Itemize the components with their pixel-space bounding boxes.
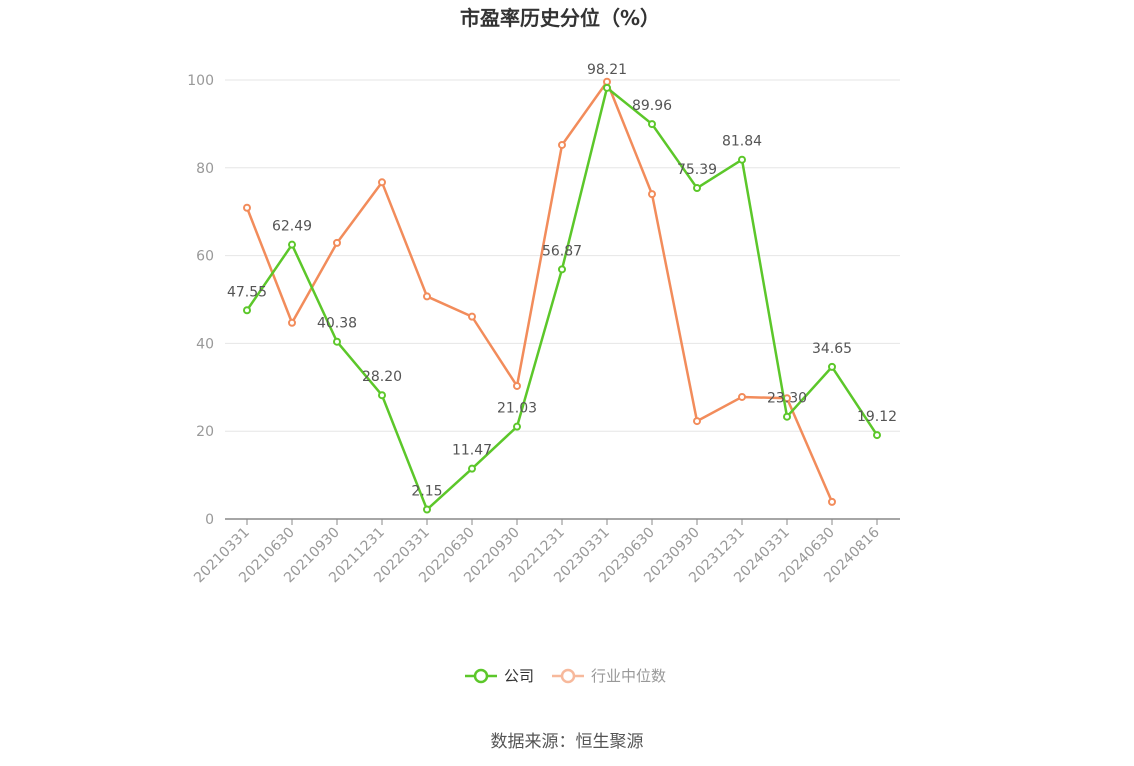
data-point[interactable] xyxy=(693,417,701,426)
data-source: 数据来源：恒生聚源 xyxy=(491,732,644,752)
data-label: 89.96 xyxy=(632,98,672,114)
data-point[interactable] xyxy=(288,318,296,327)
legend-label: 行业中位数 xyxy=(591,667,666,685)
chart-title: 市盈率历史分位（%） xyxy=(460,6,660,30)
data-point[interactable] xyxy=(423,505,431,514)
data-point[interactable] xyxy=(378,178,386,187)
data-label: 75.39 xyxy=(677,162,717,178)
series-layer xyxy=(243,77,881,514)
series-line-1 xyxy=(245,80,834,503)
data-point[interactable] xyxy=(738,392,746,401)
data-point[interactable] xyxy=(648,190,656,199)
data-label: 21.03 xyxy=(497,401,537,417)
data-label: 98.21 xyxy=(587,62,627,78)
data-point[interactable] xyxy=(513,381,521,390)
data-point[interactable] xyxy=(468,464,476,473)
legend-label: 公司 xyxy=(504,667,534,685)
data-point[interactable] xyxy=(378,391,386,400)
x-axis: 2021033120210630202109302021123120220331… xyxy=(191,518,900,586)
data-point[interactable] xyxy=(243,306,251,315)
data-label: 2.15 xyxy=(411,484,442,500)
legend-marker xyxy=(473,668,489,684)
data-label: 19.12 xyxy=(857,409,897,425)
data-point[interactable] xyxy=(288,240,296,249)
data-point[interactable] xyxy=(603,77,611,86)
data-label: 62.49 xyxy=(272,219,312,235)
y-tick-label: 20 xyxy=(196,424,214,440)
data-point[interactable] xyxy=(693,184,701,193)
data-point[interactable] xyxy=(648,120,656,129)
data-label: 11.47 xyxy=(452,443,492,459)
data-point[interactable] xyxy=(558,265,566,274)
data-label: 23.30 xyxy=(767,391,807,407)
data-point[interactable] xyxy=(333,337,341,346)
y-tick-label: 0 xyxy=(205,512,214,528)
data-label: 56.87 xyxy=(542,243,582,259)
data-point[interactable] xyxy=(828,362,836,371)
y-tick-label: 100 xyxy=(187,73,214,89)
data-point[interactable] xyxy=(513,422,521,431)
data-label: 47.55 xyxy=(227,284,267,300)
y-tick-label: 80 xyxy=(196,161,214,177)
data-point[interactable] xyxy=(468,312,476,321)
legend-marker xyxy=(560,668,576,684)
y-tick-label: 60 xyxy=(196,249,214,265)
data-point[interactable] xyxy=(873,431,881,440)
data-point[interactable] xyxy=(783,412,791,421)
data-point[interactable] xyxy=(558,140,566,149)
legend-item-1[interactable]: 行业中位数 xyxy=(552,667,666,685)
data-point[interactable] xyxy=(603,83,611,92)
data-labels: 47.55 62.49 40.38 28.20 2.15 11.47 21.03 56.87 9… xyxy=(227,62,897,500)
data-label: 28.20 xyxy=(362,369,402,385)
data-label: 34.65 xyxy=(812,341,852,357)
data-point[interactable] xyxy=(423,292,431,301)
data-point[interactable] xyxy=(243,203,251,212)
data-point[interactable] xyxy=(828,497,836,506)
data-point[interactable] xyxy=(738,155,746,164)
y-tick-label: 40 xyxy=(196,336,214,352)
legend[interactable]: 公司 行业中位数 xyxy=(465,667,666,685)
legend-item-0[interactable]: 公司 xyxy=(465,667,534,685)
data-label: 81.84 xyxy=(722,134,762,150)
data-label: 40.38 xyxy=(317,316,357,332)
data-point[interactable] xyxy=(333,238,341,247)
y-axis: 0 20 40 60 80 100 xyxy=(187,73,214,528)
